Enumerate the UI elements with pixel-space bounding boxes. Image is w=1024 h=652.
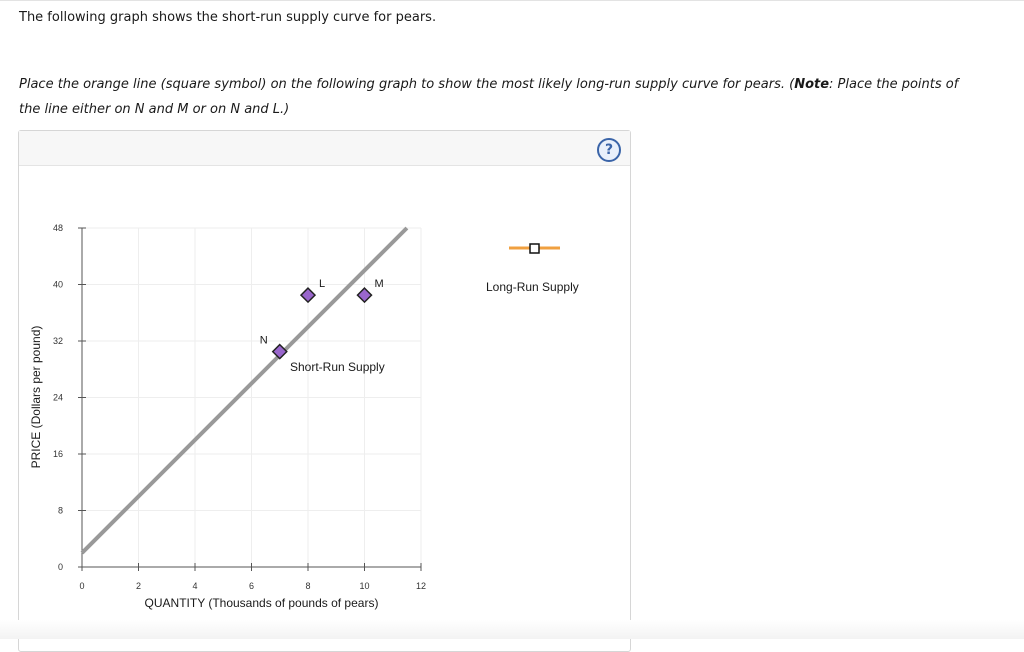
y-axis-label: PRICE (Dollars per pound) bbox=[29, 326, 43, 469]
question-text: The following graph shows the short-run … bbox=[19, 10, 437, 25]
point-m-label: M bbox=[375, 278, 384, 290]
grid-lines bbox=[82, 227, 422, 567]
x-tick-label: 8 bbox=[305, 581, 310, 591]
point-l-label: L bbox=[319, 278, 325, 290]
y-tick-label: 16 bbox=[53, 449, 63, 459]
y-tick-label: 40 bbox=[53, 280, 63, 290]
x-tick-label: 10 bbox=[359, 581, 369, 591]
point-l-diamond bbox=[299, 287, 317, 304]
bottom-fade bbox=[0, 620, 1024, 639]
x-tick-label: 2 bbox=[136, 581, 141, 591]
graph-panel-header: ? bbox=[19, 131, 630, 166]
x-tick-label: 6 bbox=[249, 581, 254, 591]
short-run-supply-line bbox=[80, 226, 409, 555]
legend-label-long-run-supply: Long-Run Supply bbox=[486, 280, 579, 294]
x-tick-label: 12 bbox=[416, 581, 426, 591]
point-m-diamond bbox=[356, 287, 373, 304]
point-n-label: N bbox=[260, 335, 268, 347]
data-points[interactable]: L M N bbox=[260, 278, 384, 360]
point-n-diamond bbox=[271, 343, 288, 360]
y-tick-label: 48 bbox=[53, 223, 63, 233]
square-marker-icon bbox=[529, 243, 540, 254]
x-tick-label: 4 bbox=[192, 581, 197, 591]
legend[interactable] bbox=[509, 243, 560, 254]
y-tick-label: 0 bbox=[58, 562, 63, 572]
x-axis-label: QUANTITY (Thousands of pounds of pears) bbox=[145, 596, 379, 610]
top-divider bbox=[0, 0, 1024, 1]
instruction-part-1: Place the orange line (square symbol) on… bbox=[19, 77, 795, 92]
y-tick-label: 24 bbox=[53, 393, 63, 403]
series-lines: Short-Run Supply bbox=[80, 226, 409, 555]
help-button[interactable]: ? bbox=[597, 138, 621, 162]
instruction-text: Place the orange line (square symbol) on… bbox=[19, 72, 979, 122]
short-run-supply-label: Short-Run Supply bbox=[290, 360, 385, 374]
y-tick-label: 8 bbox=[58, 506, 63, 516]
note-label: Note bbox=[794, 77, 830, 92]
x-tick-label: 0 bbox=[79, 581, 84, 591]
instruction-part-2: : Place the points of the line either on… bbox=[19, 77, 959, 117]
y-tick-label: 32 bbox=[53, 336, 63, 346]
